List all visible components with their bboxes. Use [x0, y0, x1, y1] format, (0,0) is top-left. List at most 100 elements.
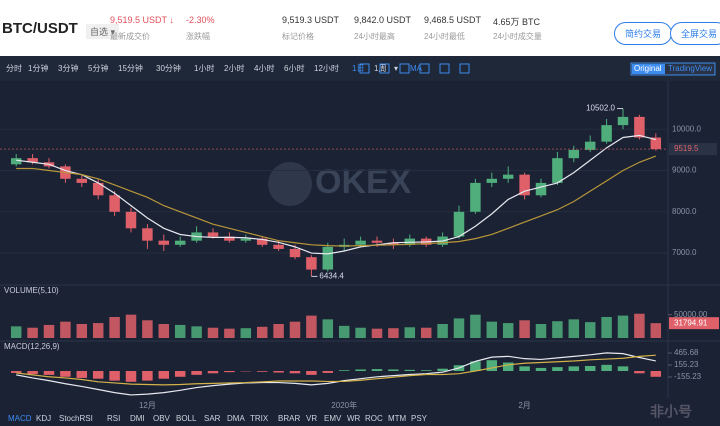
- indicator-tab[interactable]: OBV: [153, 414, 171, 423]
- indicator-tab[interactable]: DMI: [130, 414, 145, 423]
- candle-body: [371, 240, 383, 243]
- interval[interactable]: 1日: [352, 64, 364, 73]
- view-sel: [632, 64, 665, 74]
- stat-value: 9,519.5 USDT ↓: [110, 15, 174, 25]
- indicator-tab[interactable]: KDJ: [36, 414, 51, 423]
- indicator-tab[interactable]: TRIX: [250, 414, 269, 423]
- chart: 分时 1分钟 3分钟 5分钟 15分钟 30分钟 1小时 2小时 4小时 6小时 12小时 1日 1周 ▾…: [0, 56, 720, 426]
- candle-body: [174, 240, 186, 245]
- x-tick-label: 2020年: [331, 400, 357, 410]
- indicator-tab[interactable]: BOLL: [176, 414, 197, 423]
- view[interactable]: Original: [634, 64, 662, 73]
- logo: [268, 162, 312, 206]
- interval[interactable]: 1小时: [194, 63, 214, 73]
- volume-bar: [60, 321, 71, 338]
- indicator[interactable]: MA: [410, 64, 423, 73]
- macd-bar: [27, 371, 38, 375]
- candle-body: [10, 158, 22, 165]
- macd-bar: [109, 371, 120, 381]
- volume-bar: [289, 321, 301, 338]
- volume-bar: [535, 324, 547, 338]
- macd-bar: [125, 371, 137, 382]
- candle-body: [76, 178, 88, 183]
- interval[interactable]: 3分钟: [58, 63, 78, 73]
- interval[interactable]: 6小时: [284, 63, 304, 73]
- volume-bar: [568, 319, 580, 338]
- candle-body: [27, 158, 38, 163]
- volume-bar: [584, 322, 596, 338]
- macd-bar: [43, 371, 55, 375]
- indicator-tab[interactable]: StochRSI: [59, 414, 93, 423]
- y-tick-label: 9000.0: [672, 166, 697, 175]
- interval[interactable]: 15分钟: [118, 63, 143, 73]
- stat-label: 24小时最低: [424, 32, 465, 41]
- candle-body: [453, 211, 465, 237]
- interval[interactable]: 12小时: [314, 63, 339, 73]
- annotation: 6434.4: [319, 272, 344, 281]
- full-trade[interactable]: 全屏交易: [670, 22, 720, 45]
- candle-body: [256, 238, 268, 245]
- symbol: BTC/USDT: [2, 20, 78, 37]
- macd-bar: [256, 371, 268, 372]
- macd-bar: [420, 370, 432, 371]
- last-price-box: [669, 143, 717, 156]
- view[interactable]: TradingView: [668, 64, 712, 73]
- volume-bar: [273, 324, 284, 338]
- macd-bar: [486, 360, 498, 371]
- m-tick-label: 465.68: [674, 348, 699, 357]
- indicator-tab[interactable]: ROC: [365, 414, 383, 423]
- interval[interactable]: 4小时: [254, 63, 274, 73]
- simple-trade[interactable]: 简约交易: [614, 22, 673, 45]
- candle-body: [92, 182, 104, 196]
- indicator-tab[interactable]: PSY: [411, 414, 428, 423]
- macd-bar: [191, 371, 202, 375]
- interval[interactable]: 2小时: [224, 63, 244, 73]
- tool-icon: [459, 63, 470, 74]
- candle-body: [552, 158, 563, 183]
- interval[interactable]: 1分钟: [28, 63, 48, 73]
- stat-label: 标记价格: [282, 32, 314, 41]
- volume-bar: [355, 327, 366, 338]
- stat-label: 24小时最高: [354, 32, 395, 41]
- candle-body: [568, 149, 580, 159]
- indicator-tab[interactable]: SAR: [204, 414, 221, 423]
- indicator-tab[interactable]: BRAR: [278, 414, 300, 423]
- watch[interactable]: 自选 ▾: [86, 24, 120, 39]
- volume-bar: [634, 313, 645, 338]
- x-tick-label: 12月: [139, 401, 156, 410]
- volume-bar: [43, 324, 55, 338]
- volume-bar: [191, 326, 202, 338]
- stat-value: 9,468.5 USDT: [424, 15, 482, 25]
- indicator-tab[interactable]: MTM: [388, 414, 407, 423]
- macd-bar: [174, 371, 186, 377]
- macd-bar: [355, 369, 366, 371]
- volume-bar: [76, 324, 88, 338]
- macd-bar: [158, 371, 170, 379]
- interval[interactable]: 30分钟: [156, 63, 181, 73]
- macd-bar: [338, 370, 350, 371]
- macd-bar: [519, 366, 530, 371]
- volume-bar: [388, 328, 399, 338]
- volume-bar: [601, 317, 612, 338]
- indicator-tab[interactable]: VR: [306, 414, 317, 423]
- volume-bar: [92, 323, 104, 338]
- m-tick-label: 155.23: [674, 360, 699, 369]
- candle-body: [109, 195, 120, 212]
- watch-label: 自选: [90, 27, 109, 37]
- indicator-tab[interactable]: DMA: [227, 414, 245, 423]
- indicator-tab[interactable]: RSI: [107, 414, 120, 423]
- indicator-tab[interactable]: WR: [347, 414, 361, 423]
- candle-body: [322, 246, 334, 270]
- interval[interactable]: 分时: [6, 63, 22, 73]
- indicator-tab[interactable]: EMV: [324, 414, 342, 423]
- y-tick-label: 7000.0: [672, 248, 697, 257]
- macd-title: MACD(12,26,9): [4, 342, 60, 351]
- candle-body: [142, 228, 153, 241]
- candle-body: [634, 116, 645, 138]
- macd-bar: [142, 371, 153, 381]
- volume-bar: [306, 315, 317, 338]
- indicator-tab[interactable]: MACD: [8, 414, 32, 423]
- interval[interactable]: 5分钟: [88, 63, 108, 73]
- candle-body: [306, 257, 317, 270]
- volume-bar: [256, 326, 268, 338]
